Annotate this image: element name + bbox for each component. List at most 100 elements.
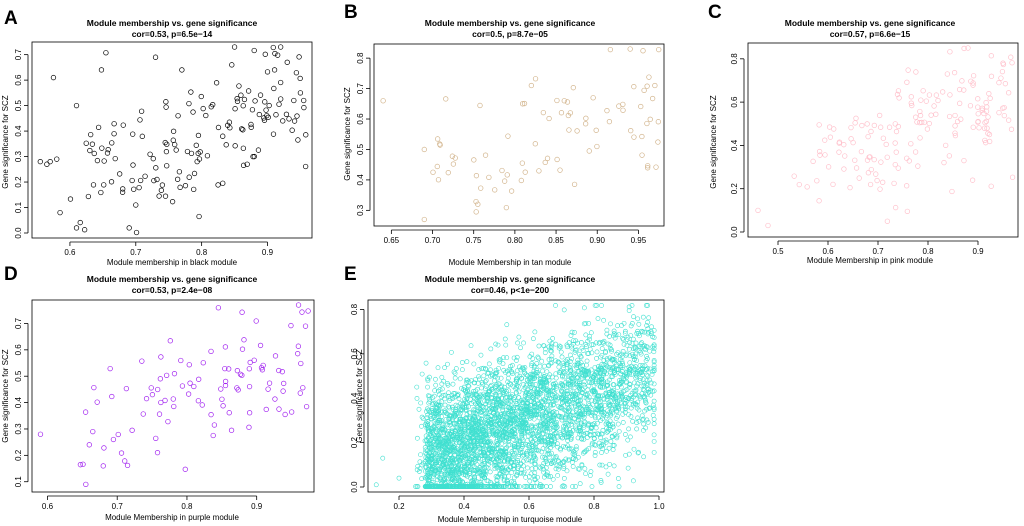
data-point: [262, 99, 268, 105]
data-point: [541, 460, 547, 466]
data-point: [480, 445, 486, 451]
data-point: [491, 432, 497, 438]
data-point: [459, 360, 465, 365]
data-point: [475, 439, 480, 445]
data-point: [471, 471, 477, 476]
data-point: [588, 330, 594, 336]
data-point: [559, 484, 565, 489]
data-point: [564, 435, 569, 440]
data-point: [584, 358, 590, 364]
data-point: [637, 344, 643, 349]
data-point: [574, 375, 580, 381]
data-point: [494, 396, 500, 402]
data-point: [633, 372, 639, 378]
data-point: [81, 227, 88, 233]
data-point: [275, 52, 281, 58]
data-point: [909, 102, 915, 109]
data-point: [621, 320, 627, 326]
data-point: [476, 456, 482, 462]
data-point: [810, 158, 816, 164]
data-point: [540, 446, 546, 452]
data-point: [587, 473, 593, 478]
data-point: [167, 338, 173, 344]
data-point: [651, 365, 657, 371]
chart-subtitle: cor=0.57, p=6.6e−15: [830, 29, 911, 39]
data-point: [505, 459, 511, 465]
data-point: [129, 427, 135, 433]
data-point: [305, 308, 311, 314]
data-point: [589, 350, 595, 356]
data-point: [440, 461, 445, 467]
data-point: [650, 402, 656, 408]
data-point: [578, 354, 584, 360]
data-point: [544, 379, 550, 385]
data-point: [908, 141, 914, 147]
data-point: [182, 183, 189, 189]
data-point: [521, 484, 527, 489]
data-point: [120, 186, 126, 192]
data-point: [651, 388, 657, 394]
data-point: [480, 473, 486, 479]
data-point: [446, 429, 452, 434]
data-point: [505, 133, 511, 139]
data-point: [651, 450, 657, 455]
data-point: [156, 411, 163, 417]
data-point: [175, 113, 181, 119]
data-point: [446, 435, 452, 441]
data-point: [550, 417, 556, 423]
data-point: [514, 383, 520, 388]
data-point: [567, 407, 573, 413]
data-point: [847, 184, 853, 191]
data-point: [568, 381, 573, 387]
data-point: [651, 335, 657, 340]
data-points: [373, 303, 657, 489]
data-point: [484, 442, 490, 448]
data-point: [546, 439, 552, 445]
data-point: [596, 366, 602, 372]
data-point: [473, 417, 479, 423]
data-point: [520, 441, 526, 447]
data-point: [100, 463, 106, 469]
data-point: [582, 121, 589, 127]
data-point: [591, 421, 597, 427]
data-point: [426, 473, 431, 479]
data-point: [303, 132, 309, 138]
data-point: [489, 395, 495, 401]
data-point: [983, 99, 989, 106]
data-point: [651, 328, 657, 333]
data-point: [853, 165, 860, 171]
data-point: [479, 416, 484, 422]
data-point: [485, 465, 491, 471]
data-point: [491, 400, 497, 406]
data-point: [651, 349, 657, 355]
data-point: [599, 379, 604, 385]
data-point: [90, 182, 97, 188]
data-point: [179, 67, 185, 73]
data-point: [278, 96, 284, 102]
data-point: [1006, 117, 1012, 123]
data-point: [649, 324, 654, 330]
data-point: [598, 354, 604, 360]
x-tick-label: 0.7: [112, 502, 124, 511]
data-point: [599, 409, 605, 415]
data-point: [452, 155, 458, 161]
data-point: [631, 134, 637, 140]
data-point: [542, 350, 548, 356]
data-point: [504, 172, 510, 178]
data-point: [87, 147, 93, 154]
data-point: [534, 367, 540, 373]
data-point: [952, 123, 958, 129]
data-point: [546, 393, 551, 398]
data-point: [841, 166, 847, 172]
data-point: [424, 406, 430, 412]
data-point: [624, 404, 630, 410]
data-point: [508, 363, 513, 369]
panel-letter: E: [344, 264, 357, 285]
data-point: [646, 389, 652, 395]
data-point: [589, 398, 595, 404]
data-point: [632, 366, 638, 372]
data-point: [222, 378, 229, 385]
data-point: [430, 169, 436, 175]
x-tick-label: 0.9: [251, 502, 263, 511]
data-point: [427, 428, 433, 434]
